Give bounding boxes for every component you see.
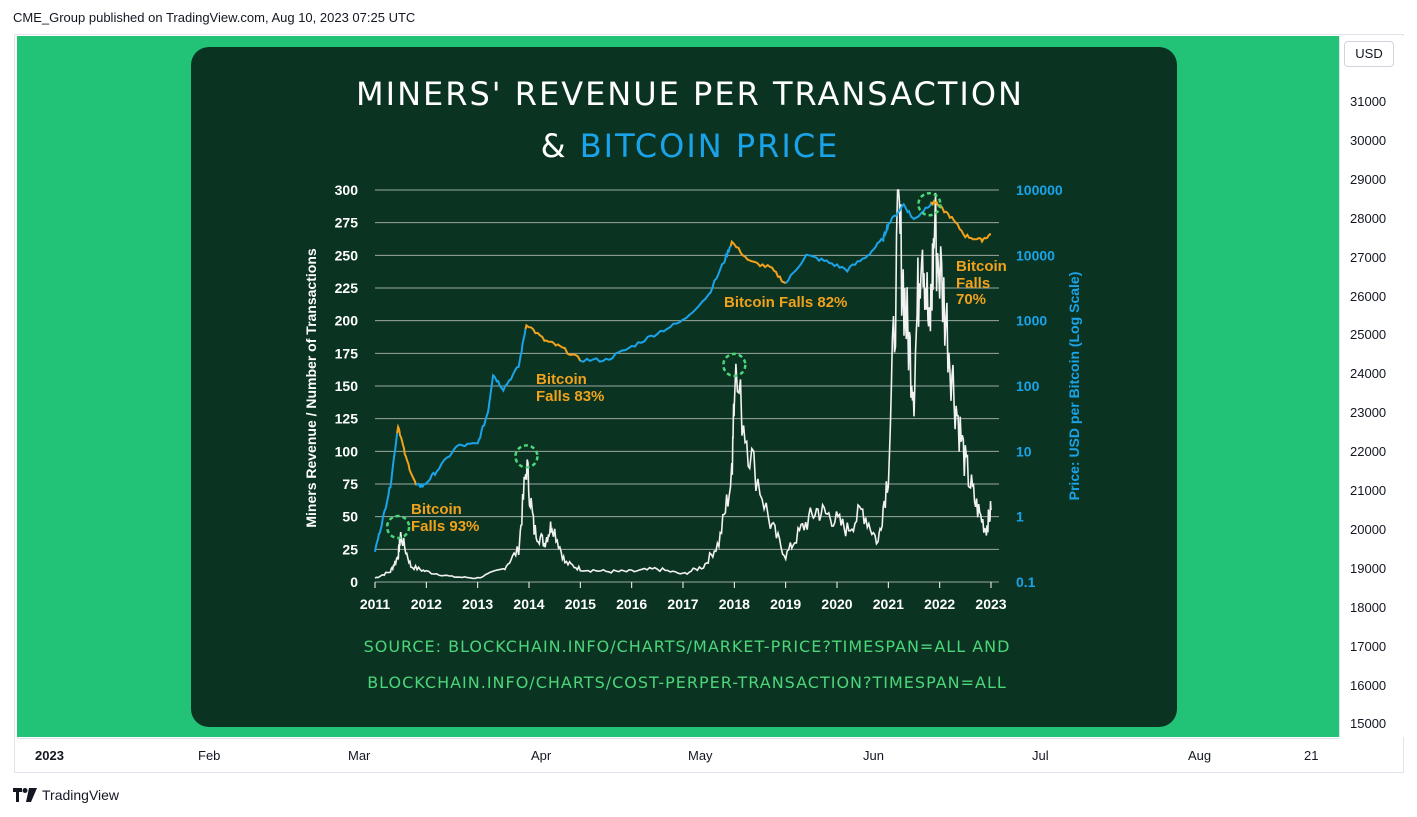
time-tick: Aug [1188,748,1212,763]
time-axis[interactable] [17,738,1339,773]
left-tick-label: 300 [335,182,359,198]
fall-annotation: Bitcoin [411,501,462,518]
left-tick-label: 225 [335,280,359,296]
price-fall-segment [396,423,418,486]
miners-revenue-line [374,189,992,580]
brand-name: TradingView [42,787,120,803]
fall-annotation: Bitcoin [536,371,587,388]
right-tick-label: 10 [1016,443,1032,459]
price-tick: 22000 [1350,444,1387,460]
left-tick-label: 125 [335,411,359,427]
price-line-segment [784,201,933,284]
x-tick-label: 2012 [411,596,442,612]
left-tick-label: 175 [335,345,359,361]
x-tick-label: 2013 [462,596,493,612]
price-fall-segment [729,239,787,285]
price-fall-segment [524,323,582,362]
peak-marker [917,191,942,217]
x-tick-label: 2015 [565,596,596,612]
price-line-segment [580,245,732,363]
x-tick-label: 2022 [924,596,955,612]
price-tick: 23000 [1350,405,1387,421]
price-tick: 21000 [1350,483,1387,498]
left-tick-label: 150 [335,378,359,394]
fall-annotation: Falls 93% [411,518,479,535]
peak-marker [514,444,539,469]
x-tick-label: 2018 [719,596,750,612]
x-tick-label: 2017 [667,596,698,612]
price-tick: 25000 [1350,327,1387,343]
x-tick-label: 2023 [975,596,1006,612]
x-tick-label: 2019 [770,596,801,612]
fall-annotation: 70% [956,291,986,308]
price-tick: 19000 [1350,560,1387,576]
x-tick-label: 2021 [873,596,904,612]
currency-badge[interactable]: USD [1344,41,1394,67]
price-line-segment [374,432,399,552]
time-tick: Apr [531,748,552,763]
price-tick: 17000 [1350,638,1387,654]
price-tick: 18000 [1350,599,1387,615]
time-tick: Mar [348,748,371,763]
price-tick: 28000 [1350,210,1387,226]
price-tick: 15000 [1350,716,1387,732]
peak-marker [385,514,411,540]
price-fall-segment [930,199,992,244]
fall-annotation: Falls [956,275,990,292]
left-tick-label: 25 [342,541,358,557]
price-tick: 27000 [1350,249,1387,265]
fall-annotation: Bitcoin [956,258,1007,275]
time-tick: Feb [198,748,221,763]
right-tick-label: 0.1 [1016,574,1036,590]
right-tick-label: 1000 [1016,313,1047,329]
time-tick: 2023 [35,748,64,763]
tradingview-brand[interactable]: TradingView [13,787,119,803]
fall-annotation: Bitcoin Falls 82% [724,294,847,311]
peak-marker [722,352,747,378]
price-tick: 26000 [1350,288,1387,304]
right-tick-label: 100 [1016,378,1040,394]
left-tick-label: 50 [342,509,358,525]
x-tick-label: 2011 [360,596,391,612]
right-axis-label: Price: USD per Bitcoin (Log Scale) [1066,272,1082,501]
price-tick: 31000 [1350,94,1387,109]
x-tick-label: 2020 [821,596,852,612]
right-tick-label: 10000 [1016,247,1055,263]
left-tick-label: 250 [335,247,359,263]
right-tick-label: 100000 [1016,182,1063,198]
price-line-segment [415,328,527,489]
x-tick-label: 2014 [513,596,544,612]
publisher-line: CME_Group published on TradingView.com, … [13,10,416,25]
x-tick-label: 2016 [616,596,647,612]
time-tick: 21 [1304,748,1319,763]
source-line-1: SOURCE: BLOCKCHAIN.INFO/CHARTS/MARKET-PR… [364,637,1011,656]
time-tick: Jun [863,748,884,763]
chart-title-line2: & BITCOIN PRICE [541,127,840,165]
price-tick: 20000 [1350,521,1387,537]
left-tick-label: 0 [350,574,358,590]
price-tick: 29000 [1350,171,1387,187]
tradingview-logo-icon [13,788,37,802]
left-axis-label: Miners Revenue / Number of Transactions [303,248,319,528]
price-axis[interactable] [1339,36,1404,737]
time-tick: May [688,748,713,763]
right-tick-label: 1 [1016,509,1024,525]
left-tick-label: 100 [335,443,359,459]
left-tick-label: 75 [342,476,358,492]
left-tick-label: 200 [335,313,359,329]
title-ampersand: & [541,127,580,165]
left-tick-label: 275 [335,215,359,231]
price-tick: 24000 [1350,366,1387,382]
title-bitcoin-price: BITCOIN PRICE [580,127,840,165]
source-line-2: BLOCKCHAIN.INFO/CHARTS/COST-PERPER-TRANS… [367,673,1007,692]
time-tick: Jul [1032,748,1049,763]
chart-title-line1: MINERS' REVENUE PER TRANSACTION [356,75,1024,113]
fall-annotation: Falls 83% [536,388,604,405]
price-tick: 16000 [1350,677,1387,693]
price-tick: 30000 [1350,132,1387,148]
infographic-card [191,47,1177,727]
